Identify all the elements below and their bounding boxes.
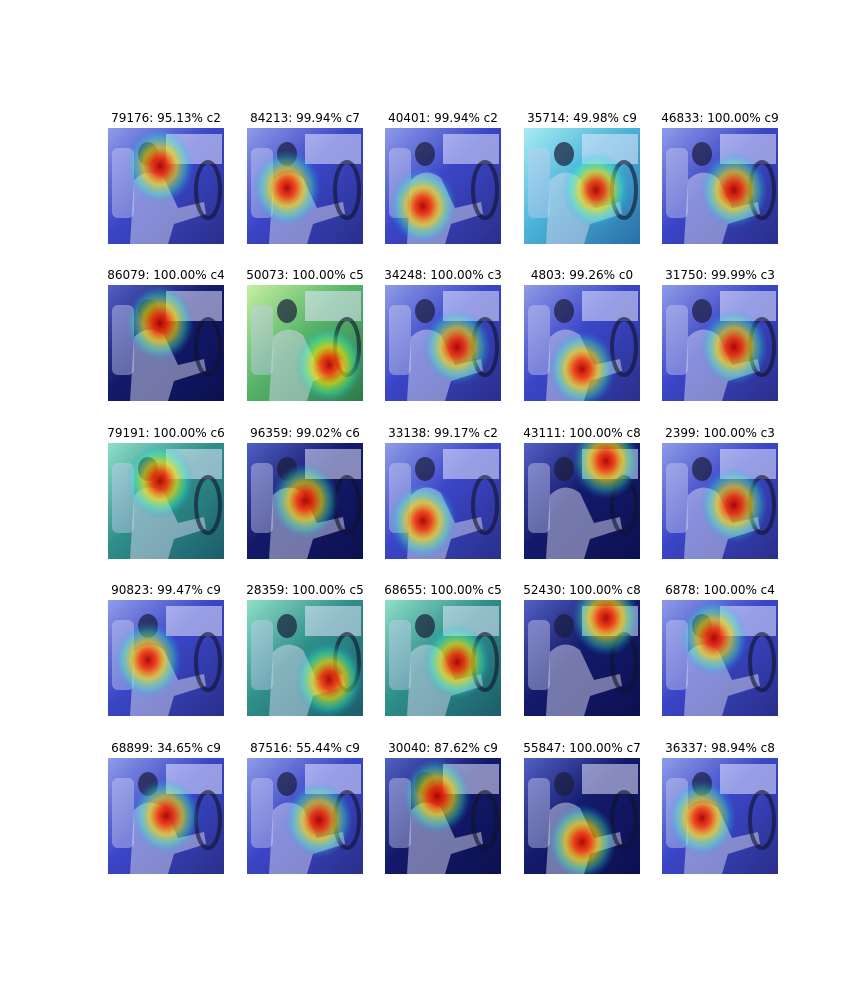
cell-title: 90823: 99.47% c9	[111, 583, 221, 597]
cell-title: 35714: 49.98% c9	[527, 111, 637, 125]
heatmap-image	[108, 443, 224, 559]
heatmap-cell: 2399: 100.00% c3	[640, 426, 800, 566]
heatmap-image	[385, 758, 501, 874]
cell-title: 96359: 99.02% c6	[250, 426, 360, 440]
heatmap-cell: 50073: 100.00% c5	[225, 268, 385, 408]
heatmap-image	[662, 128, 778, 244]
heatmap-cell: 96359: 99.02% c6	[225, 426, 385, 566]
heatmap-image	[247, 285, 363, 401]
cell-title: 52430: 100.00% c8	[523, 583, 641, 597]
heatmap-image	[385, 128, 501, 244]
cell-title: 4803: 99.26% c0	[530, 268, 634, 282]
heatmap-image	[524, 758, 640, 874]
heatmap-cell: 40401: 99.94% c2	[363, 111, 523, 251]
heatmap-cell: 52430: 100.00% c8	[502, 583, 662, 723]
heatmap-image	[385, 285, 501, 401]
cell-title: 2399: 100.00% c3	[665, 426, 775, 440]
cell-title: 86079: 100.00% c4	[107, 268, 225, 282]
heatmap-image	[662, 285, 778, 401]
cell-title: 55847: 100.00% c7	[523, 741, 641, 755]
cell-title: 30040: 87.62% c9	[388, 741, 498, 755]
heatmap-cell: 4803: 99.26% c0	[502, 268, 662, 408]
cell-title: 33138: 99.17% c2	[388, 426, 498, 440]
heatmap-image	[662, 600, 778, 716]
heatmap-image	[247, 600, 363, 716]
cell-title: 36337: 98.94% c8	[665, 741, 775, 755]
heatmap-cell: 36337: 98.94% c8	[640, 741, 800, 881]
heatmap-cell: 68899: 34.65% c9	[86, 741, 246, 881]
heatmap-cell: 35714: 49.98% c9	[502, 111, 662, 251]
cell-title: 50073: 100.00% c5	[246, 268, 364, 282]
heatmap-cell: 28359: 100.00% c5	[225, 583, 385, 723]
heatmap-cell: 34248: 100.00% c3	[363, 268, 523, 408]
cell-title: 79176: 95.13% c2	[111, 111, 221, 125]
cell-title: 28359: 100.00% c5	[246, 583, 364, 597]
heatmap-image	[662, 443, 778, 559]
heatmap-image	[385, 600, 501, 716]
cell-title: 40401: 99.94% c2	[388, 111, 498, 125]
heatmap-cell: 87516: 55.44% c9	[225, 741, 385, 881]
heatmap-image	[662, 758, 778, 874]
cell-title: 43111: 100.00% c8	[523, 426, 641, 440]
heatmap-cell: 6878: 100.00% c4	[640, 583, 800, 723]
heatmap-cell: 33138: 99.17% c2	[363, 426, 523, 566]
heatmap-cell: 46833: 100.00% c9	[640, 111, 800, 251]
cell-title: 84213: 99.94% c7	[250, 111, 360, 125]
cell-title: 34248: 100.00% c3	[384, 268, 502, 282]
heatmap-image	[247, 128, 363, 244]
cell-title: 31750: 99.99% c3	[665, 268, 775, 282]
heatmap-image	[524, 285, 640, 401]
heatmap-cell: 79176: 95.13% c2	[86, 111, 246, 251]
cell-title: 87516: 55.44% c9	[250, 741, 360, 755]
cell-title: 68899: 34.65% c9	[111, 741, 221, 755]
heatmap-cell: 30040: 87.62% c9	[363, 741, 523, 881]
heatmap-image	[524, 600, 640, 716]
heatmap-cell: 86079: 100.00% c4	[86, 268, 246, 408]
heatmap-cell: 79191: 100.00% c6	[86, 426, 246, 566]
heatmap-image	[108, 600, 224, 716]
cell-title: 68655: 100.00% c5	[384, 583, 502, 597]
heatmap-image	[108, 285, 224, 401]
heatmap-image	[108, 758, 224, 874]
heatmap-cell: 43111: 100.00% c8	[502, 426, 662, 566]
heatmap-image	[524, 443, 640, 559]
heatmap-image	[385, 443, 501, 559]
heatmap-cell: 31750: 99.99% c3	[640, 268, 800, 408]
heatmap-image	[247, 443, 363, 559]
cell-title: 6878: 100.00% c4	[665, 583, 775, 597]
heatmap-image	[108, 128, 224, 244]
heatmap-cell: 55847: 100.00% c7	[502, 741, 662, 881]
heatmap-image	[247, 758, 363, 874]
heatmap-cell: 90823: 99.47% c9	[86, 583, 246, 723]
heatmap-cell: 84213: 99.94% c7	[225, 111, 385, 251]
cell-title: 79191: 100.00% c6	[107, 426, 225, 440]
cell-title: 46833: 100.00% c9	[661, 111, 779, 125]
heatmap-cell: 68655: 100.00% c5	[363, 583, 523, 723]
heatmap-image	[524, 128, 640, 244]
